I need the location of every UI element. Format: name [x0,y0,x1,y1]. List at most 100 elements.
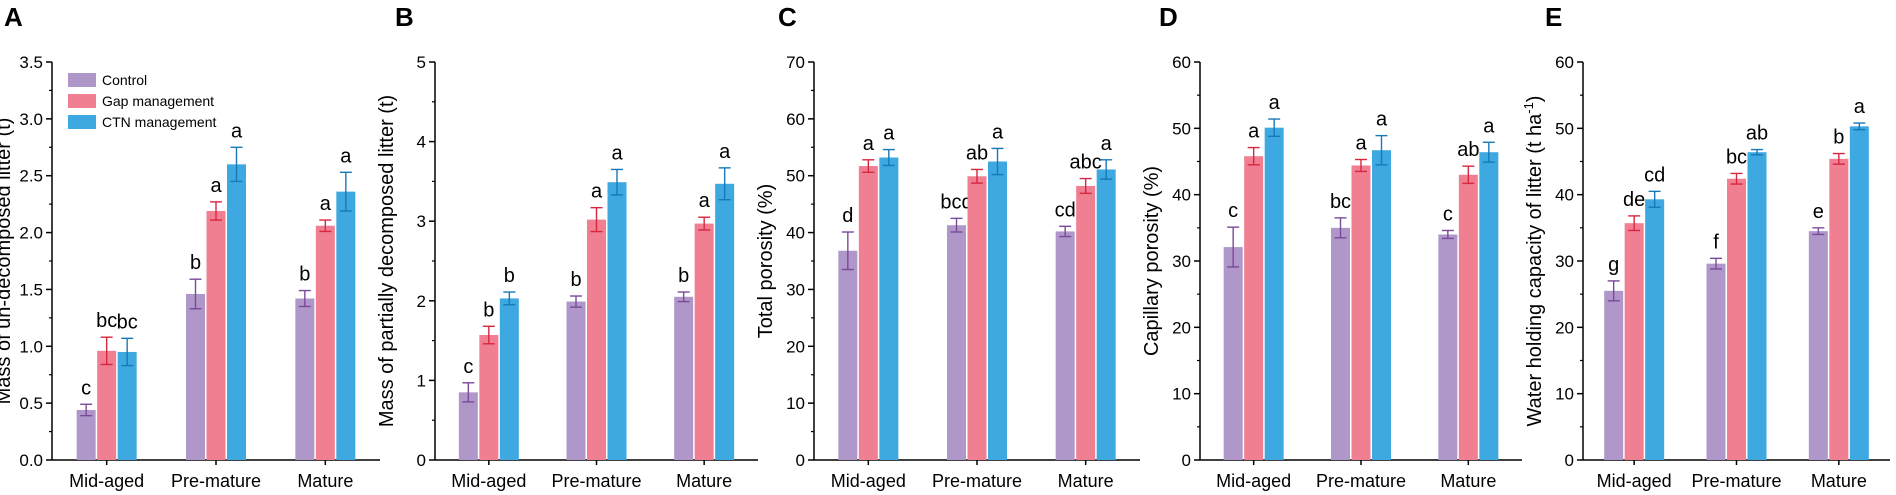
significance-letter: bcd [940,191,972,213]
bar [227,164,246,461]
bar [1055,231,1075,460]
y-tick-label: 3 [417,212,426,231]
y-tick-label: 10 [1555,385,1574,404]
y-tick-label: 0.0 [19,451,43,470]
legend-label: Control [102,72,147,88]
x-category-label: Mature [297,471,353,491]
significance-letter: a [1269,92,1281,114]
significance-letter: a [863,133,875,155]
y-tick-label: 3.0 [19,110,43,129]
significance-letter: bc [1726,146,1747,168]
significance-letter: a [231,120,243,142]
y-axis-label: Mass of partially decomposed litter (t) [376,95,398,427]
y-tick-label: 1.0 [19,337,43,356]
bar [1706,263,1726,460]
bar [1223,247,1243,460]
y-tick-label: 50 [1172,119,1191,138]
significance-letter: g [1608,254,1619,276]
significance-letter: bc [96,310,117,332]
bar [858,166,878,460]
y-tick-label: 20 [1555,318,1574,337]
significance-letter: b [483,299,494,321]
y-tick-label: 40 [1172,186,1191,205]
bar [1458,174,1478,460]
significance-letter: a [992,121,1004,143]
y-tick-label: 0.5 [19,394,43,413]
bar [1624,223,1644,460]
bar [1096,169,1116,460]
significance-letter: d [842,205,853,227]
bar [1808,231,1828,460]
bar [499,298,519,460]
x-category-label: Pre-mature [171,471,261,491]
significance-letter: a [340,145,352,167]
bar [1829,158,1849,460]
panel-letter: A [4,2,23,32]
y-axis-label: Water holding capacity of litter (t ha-1… [1521,96,1546,427]
bar [1264,127,1284,461]
bar [479,335,499,460]
bar [838,250,858,460]
bar [1351,165,1371,461]
y-tick-label: 2.0 [19,224,43,243]
bar [1604,290,1624,460]
x-category-label: Mature [1811,471,1867,491]
x-category-label: Mature [676,471,732,491]
bar [1849,126,1869,461]
bar [97,350,117,460]
bar [206,210,226,460]
significance-letter: a [210,175,222,197]
significance-letter: b [678,265,689,287]
y-tick-label: 40 [786,224,805,243]
significance-letter: b [190,252,201,274]
bar [458,392,478,460]
significance-letter: f [1713,231,1719,253]
significance-letter: ab [1457,139,1479,161]
significance-letter: a [1376,109,1388,131]
bar [607,182,627,461]
bar [988,161,1007,460]
significance-letter: abc [1070,152,1102,174]
bar [1479,152,1499,461]
x-category-label: Mid-aged [831,471,906,491]
panel-letter: D [1159,2,1178,32]
y-tick-label: 0 [1182,451,1191,470]
bar [117,351,137,460]
y-tick-label: 30 [1555,252,1574,271]
bar [1645,199,1665,460]
y-tick-label: 20 [786,337,805,356]
x-category-label: Pre-mature [551,471,641,491]
significance-letter: a [611,142,623,164]
significance-letter: b [1833,127,1844,149]
bar [694,223,714,460]
significance-letter: b [570,269,581,291]
panel-d: D Capillary porosity (%) 0 10 20 30 40 50 60 Mid-… [1141,2,1522,491]
y-axis-label: Mass of un-decomposed litter (t) [0,118,15,405]
y-tick-label: 60 [786,110,805,129]
panel-a: A Mass of un-decomposed litter (t) 0.0 0.5 1… [0,2,380,491]
y-tick-label: 50 [1555,119,1574,138]
y-tick-label: 2 [417,292,426,311]
y-tick-label: 0 [417,451,426,470]
legend-label: Gap management [102,93,214,109]
significance-letter: c [463,356,473,378]
bar [674,296,694,460]
bar [715,183,735,460]
legend-swatch [68,94,96,108]
significance-letter: b [504,265,515,287]
bar [1331,227,1350,460]
panel-c: C Total porosity (%) 0 10 20 30 40 50 60 70 Mid-ag… [755,2,1140,491]
significance-letter: a [320,193,332,215]
legend-swatch [68,73,96,87]
y-tick-label: 1.5 [19,280,43,299]
legend-label: CTN management [102,114,216,130]
y-tick-label: 10 [1172,385,1191,404]
y-tick-label: 50 [786,167,805,186]
bar [587,219,606,460]
y-tick-label: 10 [786,394,805,413]
x-category-label: Mid-aged [1216,471,1291,491]
panel-letter: E [1545,2,1562,32]
bar [295,298,315,460]
y-tick-label: 60 [1555,53,1574,72]
y-tick-label: 60 [1172,53,1191,72]
